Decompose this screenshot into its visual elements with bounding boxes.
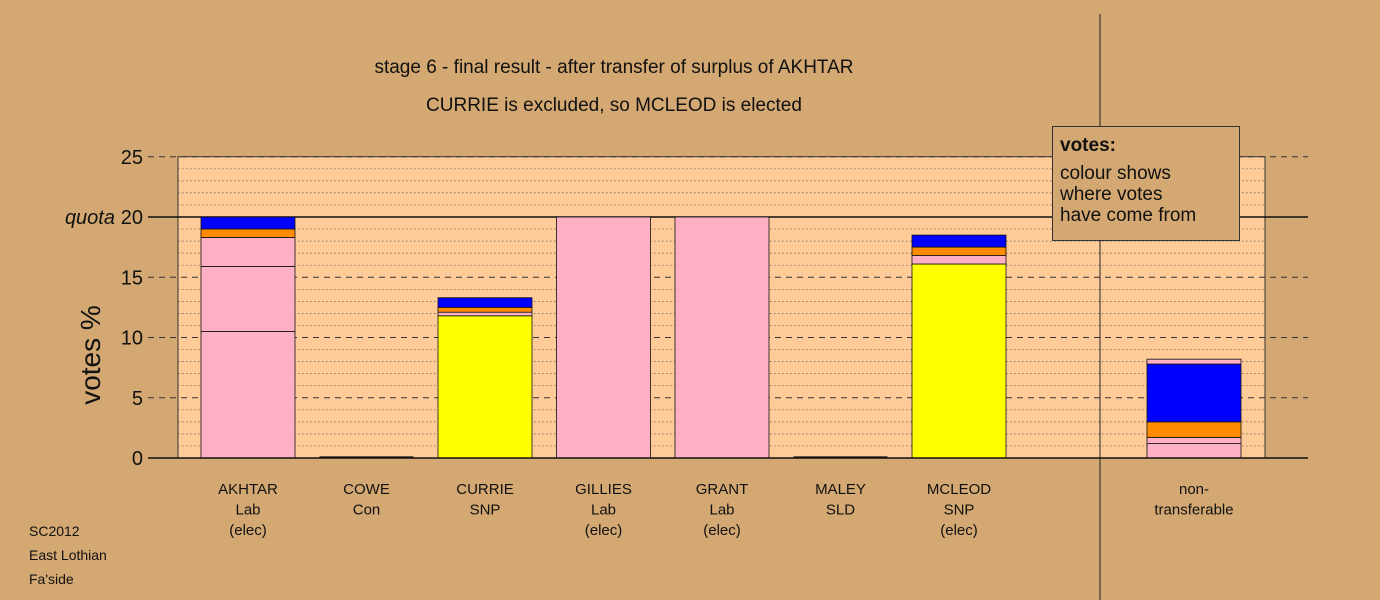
bar-segment: [200, 237, 296, 267]
legend-title: votes:: [1060, 135, 1116, 156]
bar-segment: [911, 234, 1007, 248]
bar-segment: [1146, 358, 1242, 365]
y-tick-label: 20: [121, 207, 143, 229]
bar-segment: [437, 311, 533, 317]
category-label: MALEY: [815, 481, 866, 498]
category-label: AKHTAR: [218, 481, 278, 498]
bar-segment: [200, 216, 296, 230]
category-label: non-: [1179, 481, 1209, 498]
footnote-line: Fa'side: [29, 571, 74, 587]
bar-segment: [437, 306, 533, 313]
category-label: SNP: [470, 502, 501, 519]
bar-segment: [911, 255, 1007, 265]
y-axis-label: votes %: [75, 305, 106, 405]
category-label: Con: [353, 502, 381, 519]
category-label: CURRIE: [456, 481, 514, 498]
bar-segment: [1146, 443, 1242, 459]
y-tick-label: 10: [121, 328, 143, 350]
bar-segment: [911, 263, 1007, 459]
y-tick-label: 25: [121, 147, 143, 169]
category-label: transferable: [1154, 502, 1233, 519]
bar-segment: [1146, 421, 1242, 438]
category-label: (elec): [585, 522, 623, 539]
category-label: Lab: [235, 502, 260, 519]
bar-segment: [911, 246, 1007, 256]
legend-line: where votes: [1060, 184, 1163, 205]
bar-segment: [200, 228, 296, 238]
y-tick-label: 5: [132, 388, 143, 410]
bar-segment: [200, 331, 296, 459]
category-label: Lab: [591, 502, 616, 519]
category-label: (elec): [703, 522, 741, 539]
category-label: COWE: [343, 481, 390, 498]
bar-segment: [1146, 437, 1242, 444]
quota-label: quota: [65, 207, 115, 229]
legend: votes: colour shows where votes have com…: [1052, 126, 1240, 241]
footnote-line: SC2012: [29, 523, 80, 539]
chart-subtitle: CURRIE is excluded, so MCLEOD is elected: [426, 95, 802, 116]
bar-segment: [437, 315, 533, 459]
category-label: (elec): [940, 522, 978, 539]
bar-segment: [437, 297, 533, 308]
bar-segment: [556, 216, 651, 459]
chart-title: stage 6 - final result - after transfer …: [374, 57, 853, 78]
category-label: SLD: [826, 502, 855, 519]
y-tick-label: 0: [132, 448, 143, 470]
category-label: MCLEOD: [927, 481, 991, 498]
category-label: SNP: [944, 502, 975, 519]
category-label: Lab: [709, 502, 734, 519]
legend-line: have come from: [1060, 205, 1197, 226]
footnote-line: East Lothian: [29, 547, 107, 563]
category-label: GRANT: [696, 481, 749, 498]
y-tick-label: 15: [121, 267, 143, 289]
bar-segment: [200, 266, 296, 332]
category-label: (elec): [229, 522, 267, 539]
bar-segment: [1146, 363, 1242, 423]
legend-line: colour shows: [1060, 163, 1171, 184]
category-label: GILLIES: [575, 481, 632, 498]
bar-segment: [674, 216, 770, 459]
